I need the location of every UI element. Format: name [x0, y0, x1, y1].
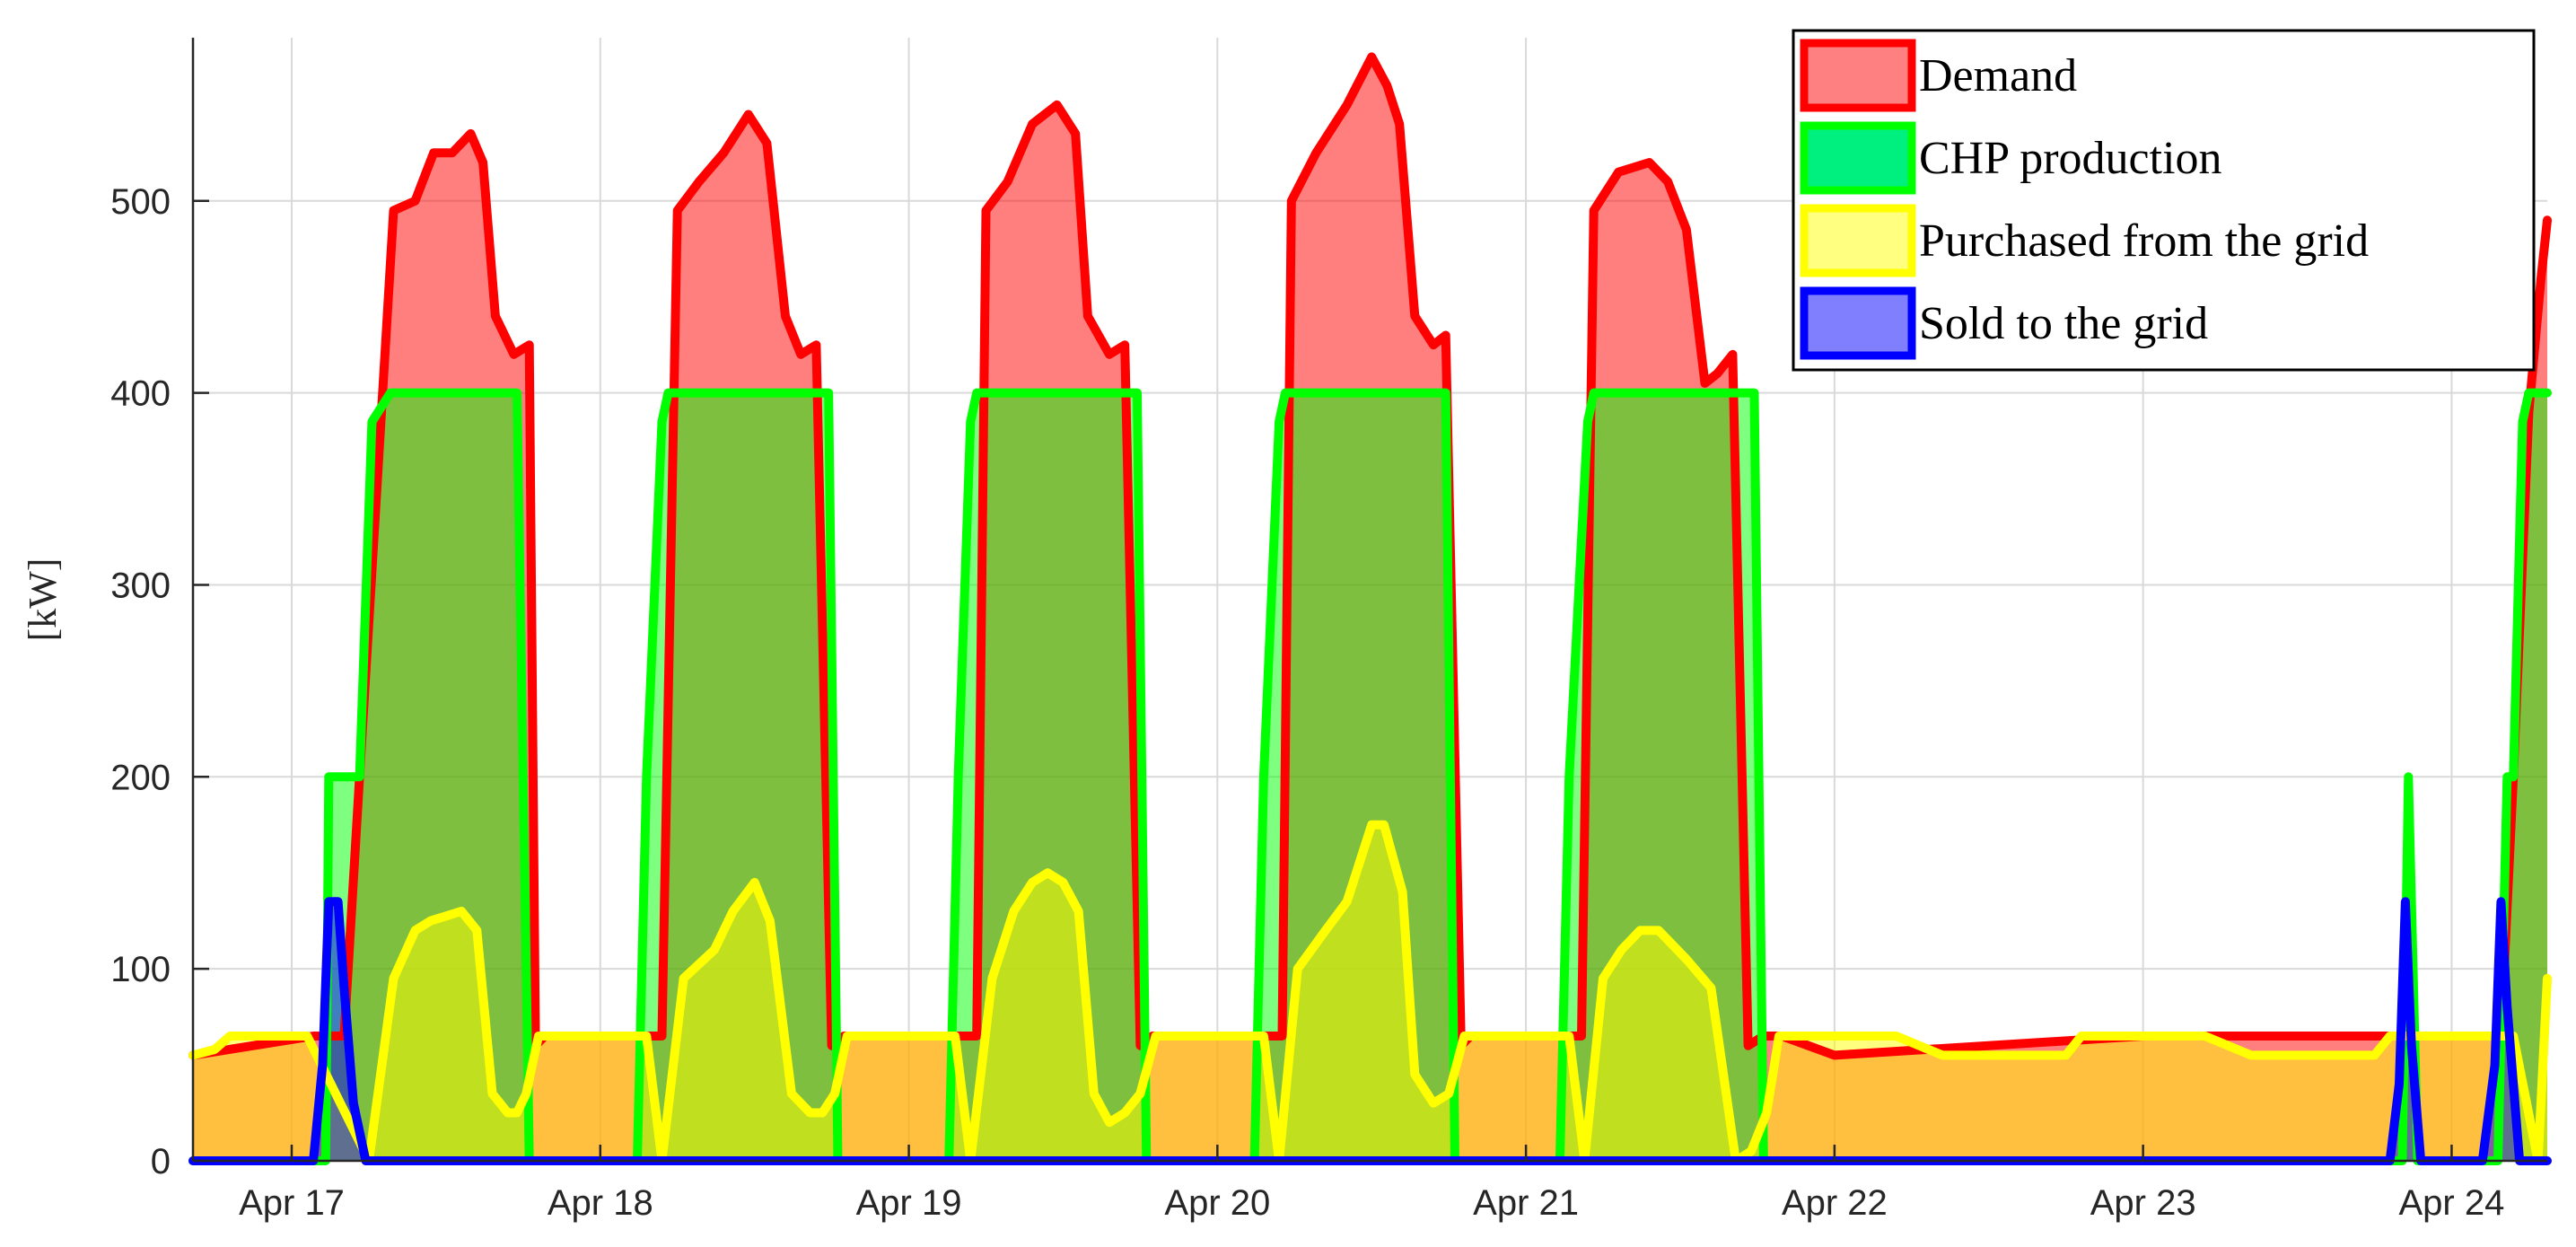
y-tick-label: 500: [110, 182, 171, 222]
y-axis-label: [kW]: [21, 558, 65, 642]
purchased-from-grid-area: [193, 824, 2547, 1161]
x-tick-label: Apr 21: [1473, 1183, 1579, 1223]
legend-sold-label: Sold to the grid: [1919, 298, 2208, 349]
legend-sold-swatch: [1800, 286, 1916, 360]
legend-purchased-label: Purchased from the grid: [1919, 215, 2369, 267]
area-fills: [193, 57, 2547, 1162]
purchased-from-grid-line: [188, 820, 2552, 1165]
x-tick-label: Apr 24: [2399, 1183, 2505, 1223]
x-tick-label: Apr 20: [1164, 1183, 1270, 1223]
legend-purchased-swatch: [1800, 204, 1916, 277]
y-tick-label: 200: [110, 758, 171, 797]
legend-chp-production-label: CHP production: [1919, 133, 2222, 184]
legend-demand-swatch: [1800, 39, 1916, 112]
legend-demand-label: Demand: [1919, 50, 2077, 101]
chp-production-area: [193, 392, 2547, 1162]
x-tick-label: Apr 18: [548, 1183, 653, 1223]
x-tick-label: Apr 22: [1782, 1183, 1888, 1223]
y-tick-label: 400: [110, 374, 171, 414]
legend-chp-production-swatch: [1800, 121, 1916, 195]
x-tick-label: Apr 19: [856, 1183, 962, 1223]
x-tick-label: Apr 17: [239, 1183, 345, 1223]
y-tick-labels: 0 100 200 300 400 500: [110, 182, 171, 1181]
y-tick-label: 300: [110, 566, 171, 605]
x-tick-labels: Apr 17 Apr 18 Apr 19 Apr 20 Apr 21 Apr 22 Apr …: [239, 1183, 2504, 1223]
x-tick-label: Apr 23: [2090, 1183, 2196, 1223]
legend-box: [1792, 29, 2536, 372]
axes: [191, 38, 2547, 1163]
y-tick-label: 0: [151, 1142, 171, 1181]
y-tick-label: 100: [110, 950, 171, 989]
legend: Demand CHP production Purchased from the g…: [1792, 29, 2536, 372]
sold-to-grid-line: [188, 897, 2552, 1165]
